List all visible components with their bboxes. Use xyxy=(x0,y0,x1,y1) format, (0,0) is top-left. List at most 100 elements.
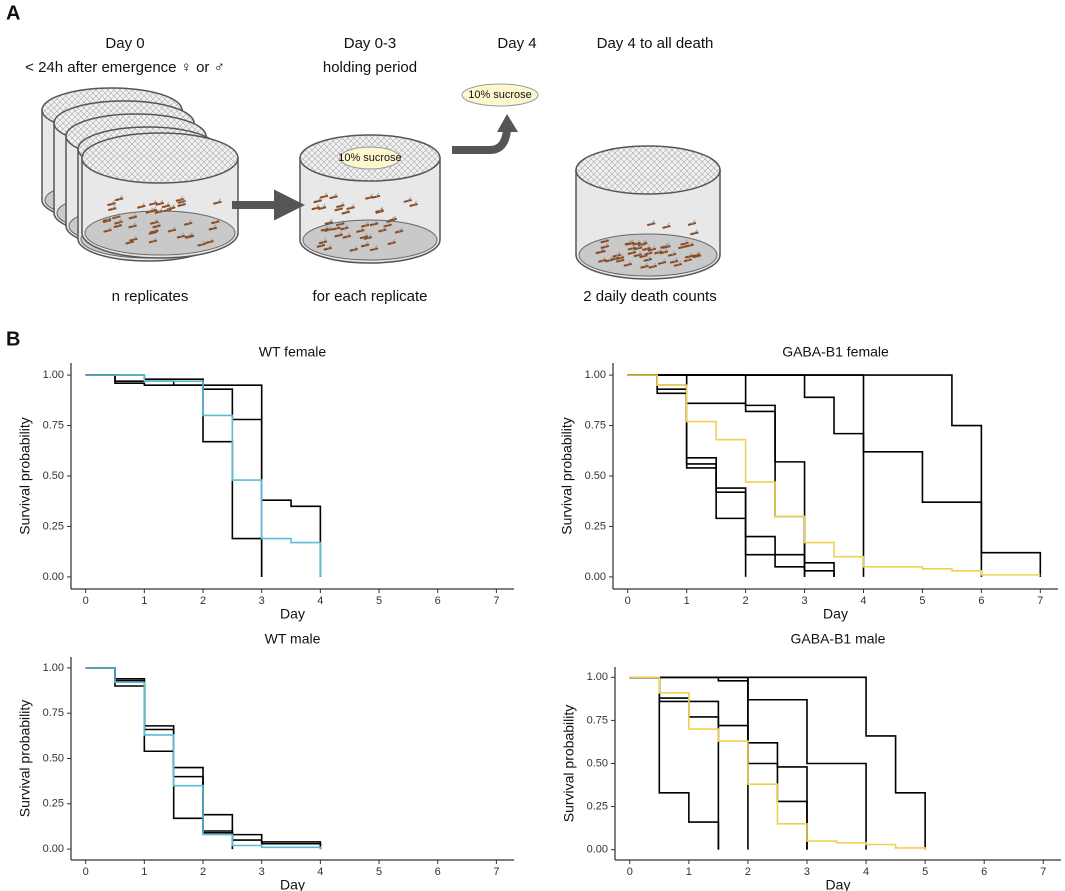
y-tick-label: 0.75 xyxy=(43,419,64,431)
chart-title: GABA-B1 female xyxy=(782,344,889,360)
caption: n replicates xyxy=(112,288,189,305)
x-tick-label: 2 xyxy=(745,866,751,878)
y-axis-label: Survival probability xyxy=(17,417,33,535)
x-tick-label: 1 xyxy=(141,866,147,878)
x-tick-label: 7 xyxy=(493,866,499,878)
mosquito-wing xyxy=(379,207,383,213)
y-tick-label: 0.50 xyxy=(585,470,606,482)
survival-curve xyxy=(627,374,835,577)
mosquito-wing xyxy=(643,252,647,257)
x-tick-label: 5 xyxy=(376,595,382,607)
survival-curve xyxy=(85,374,322,577)
mosquito-wing xyxy=(630,239,634,244)
mosquito-wing xyxy=(382,226,386,231)
sucrose-pad xyxy=(339,146,401,170)
mosquito-wing xyxy=(608,256,613,261)
mosquito-wing xyxy=(321,203,326,209)
mosquito-wing xyxy=(116,213,120,218)
mosquito-wing xyxy=(350,203,354,209)
y-tick-label: 1.00 xyxy=(43,662,64,674)
mosquito-wing xyxy=(413,200,417,206)
mosquito-wing xyxy=(379,206,383,212)
mosquito-wing xyxy=(181,200,185,206)
mosquito-wing xyxy=(650,219,655,225)
mosquito-wing xyxy=(338,231,342,236)
y-tick-label: 0.50 xyxy=(587,757,608,769)
sucrose-label: 10% sucrose xyxy=(468,89,532,101)
mosquito-wing xyxy=(171,226,176,231)
mosquito-wing xyxy=(387,221,391,226)
mosquito-wing xyxy=(215,218,219,223)
mosquito-wing xyxy=(364,221,369,226)
survival-curve xyxy=(85,667,322,850)
survival-curve xyxy=(85,667,234,850)
step-label: Day 4 to all death xyxy=(597,35,714,52)
mosquito-wing xyxy=(322,238,327,243)
mosquito-wing xyxy=(689,241,693,246)
mosquito-wing xyxy=(604,242,609,248)
y-tick-label: 0.00 xyxy=(587,844,608,856)
survival-curve xyxy=(629,676,926,850)
x-tick-label: 5 xyxy=(376,866,382,878)
x-tick-label: 7 xyxy=(1040,866,1046,878)
mosquito-wing xyxy=(628,239,633,244)
y-tick-label: 1.00 xyxy=(43,369,64,381)
mosquito-wing xyxy=(360,226,364,232)
y-axis-label: Survival probability xyxy=(17,700,33,818)
x-tick-label: 4 xyxy=(317,595,323,607)
y-tick-label: 1.00 xyxy=(585,369,606,381)
mosquito-wing xyxy=(664,242,668,247)
mosquito-wing xyxy=(327,225,332,231)
y-tick-label: 0.50 xyxy=(43,470,64,482)
mosquito-wing xyxy=(652,262,657,267)
mosquito-wing xyxy=(140,202,145,207)
mosquito-wing xyxy=(666,242,670,248)
mosquito-wing xyxy=(398,227,403,232)
x-tick-label: 2 xyxy=(743,595,749,607)
survival-curve xyxy=(627,374,1041,576)
mosquito-wing xyxy=(165,202,170,207)
x-tick-label: 4 xyxy=(317,866,323,878)
mosquito-wing xyxy=(132,213,137,218)
mosquito-wing xyxy=(111,204,116,210)
mosquito-wing xyxy=(601,256,606,262)
x-tick-label: 0 xyxy=(625,595,631,607)
y-axis-label: Survival probability xyxy=(561,705,577,823)
mosquito-wing xyxy=(167,205,171,211)
cage-top xyxy=(81,132,239,184)
mosquito-wing xyxy=(188,232,193,237)
mosquito-wing xyxy=(647,255,652,261)
mosquito-wing xyxy=(694,229,698,234)
mosquito-wing xyxy=(677,260,682,266)
x-tick-label: 5 xyxy=(919,595,925,607)
survival-curve xyxy=(627,374,1042,577)
mosquito-wing xyxy=(619,253,624,259)
mosquito-wing xyxy=(663,248,668,253)
x-axis-label: Day xyxy=(823,606,848,622)
mosquito-wing xyxy=(209,237,213,243)
mosquito-wing xyxy=(353,245,358,251)
y-tick-label: 0.25 xyxy=(587,800,608,812)
y-tick-label: 0.00 xyxy=(43,571,64,583)
mosquito-wing xyxy=(111,199,115,205)
x-tick-label: 0 xyxy=(83,595,89,607)
survival-curve xyxy=(629,676,720,850)
x-tick-label: 0 xyxy=(83,866,89,878)
mosquito-wing xyxy=(367,233,372,239)
mosquito-wing xyxy=(156,222,160,227)
step-note: < 24h after emergence ♀ or ♂ xyxy=(25,59,225,76)
mosquito-wing xyxy=(187,219,192,225)
mosquito-wing xyxy=(217,198,221,203)
x-tick-label: 1 xyxy=(684,595,690,607)
caption: for each replicate xyxy=(312,288,427,305)
x-tick-label: 3 xyxy=(801,595,807,607)
y-tick-label: 0.75 xyxy=(587,714,608,726)
mosquito-wing xyxy=(212,224,217,229)
cage-floor xyxy=(302,219,438,261)
mosquito-wing xyxy=(627,260,632,266)
x-axis-label: Day xyxy=(826,877,851,891)
mosquito-wing xyxy=(181,197,185,203)
x-tick-label: 1 xyxy=(141,595,147,607)
mosquito-wing xyxy=(636,239,640,245)
